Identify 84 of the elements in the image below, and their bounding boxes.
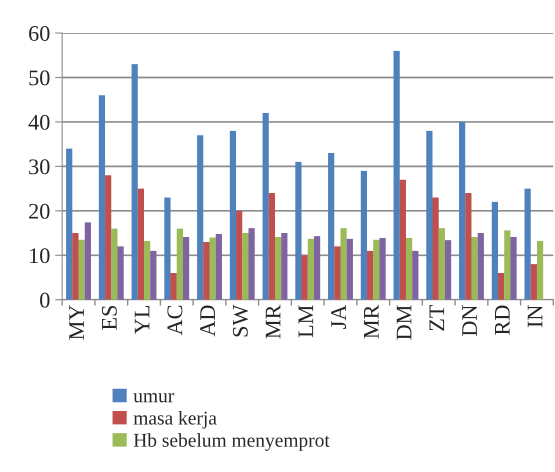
x-tick-label: RD [495,305,510,335]
bar [118,246,124,300]
legend-label: Hb sebelum menyemprot [134,433,330,451]
bar [281,233,288,300]
bar [373,240,380,300]
bar [406,238,412,300]
bar [340,228,347,300]
bar [367,250,374,300]
bar [536,241,544,300]
bar [400,180,406,300]
x-tick-label: DM [396,305,412,340]
bar [478,233,484,300]
bar [197,135,204,300]
bar [268,193,275,300]
x-tick-label: IN [528,305,542,328]
bar [84,222,91,300]
y-tick-label: 0 [40,292,50,308]
y-tick-label: 40 [28,114,50,130]
x-tick-label: LM [298,305,314,338]
bar [111,228,118,300]
x-tick-label: ZT [430,304,444,331]
bar [216,234,222,300]
x-tick-label: JA [331,304,346,329]
bar [465,193,472,300]
x-tick-label: YL [134,306,150,334]
bar [504,230,510,300]
bar [210,237,216,300]
bar [334,246,340,300]
bar [182,237,190,300]
x-tick-label: DN [462,305,477,336]
bar [394,50,400,300]
y-tick-label: 20 [29,204,50,219]
x-tick-label: AC [167,306,182,336]
bar [432,197,439,300]
bar [105,175,112,300]
bar [275,237,282,300]
bar [412,250,418,300]
bar [242,233,248,300]
y-tick-label: 10 [30,248,50,264]
bar [170,273,177,300]
bar [132,64,138,300]
bar [510,237,517,300]
bar [346,238,353,300]
bar [98,95,106,300]
x-tick-label: SW [232,304,248,336]
bar [248,228,255,300]
bar [438,228,445,300]
x-tick-label: AD [200,305,215,336]
bar [78,240,85,300]
bar [164,197,171,300]
bar [144,241,150,300]
bar [471,237,478,300]
bar [150,250,156,300]
bar [236,210,242,300]
bar [492,202,498,300]
bar [176,228,183,300]
y-tick-label: 30 [29,159,50,174]
bar [203,242,210,300]
x-tick-label: ES [102,306,117,330]
legend-label: masa kerja [134,410,217,429]
bar [314,236,320,300]
bar [498,273,504,300]
bar [66,148,72,300]
bar [426,130,433,300]
x-tick-label: MR [266,304,280,339]
bar [302,255,308,300]
bar [379,238,386,300]
bar [328,153,334,300]
y-tick-label: 60 [29,26,50,41]
x-tick-label: MY [69,305,84,340]
bar [262,113,269,300]
bar [72,233,79,300]
x-tick-label: MR [364,304,379,339]
bar [444,240,452,300]
bar [295,162,302,300]
bar [360,170,368,300]
bar [524,188,531,300]
bar [308,238,314,300]
bar [230,130,236,300]
bar [530,264,537,300]
legend-label: umur [133,393,174,402]
y-tick-label: 50 [29,70,50,86]
bar [459,122,466,300]
bar [138,188,144,300]
